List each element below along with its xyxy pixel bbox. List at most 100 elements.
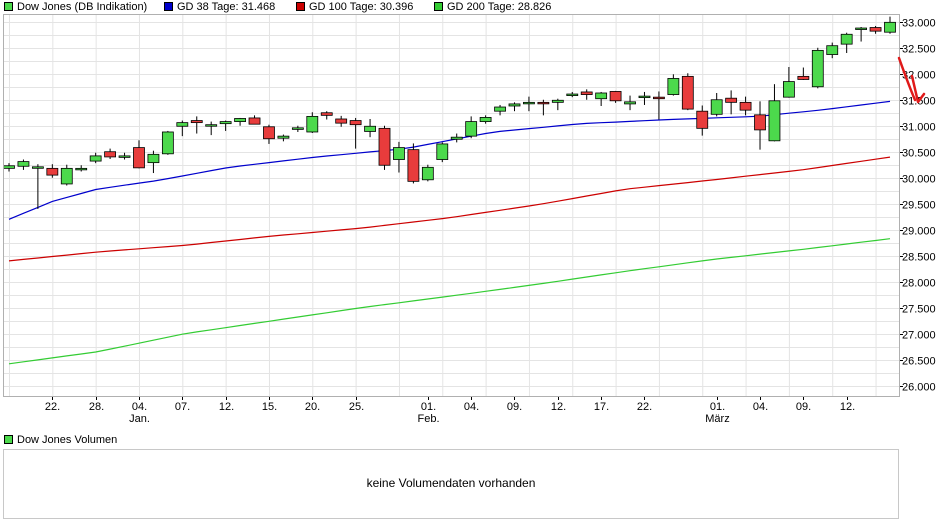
candle-body [176,122,189,127]
candle-body [537,101,550,105]
legend-item-gd200[interactable]: GD 200 Tage: 28.826 [434,1,551,13]
candle-body [739,101,752,111]
candle [725,90,738,115]
candle-body [147,153,160,164]
candle-body [840,33,853,45]
legend-item-gd100[interactable]: GD 100 Tage: 30.396 [296,1,413,13]
legend-swatch-gd100 [296,2,305,11]
candle-body [60,167,73,185]
candle-body [436,143,449,160]
candle-body [234,118,246,122]
y-tick-label: 29.500 [902,200,936,212]
legend-label-gd38: GD 38 Tage: 31.468 [177,1,276,13]
x-tick-label: 28. [89,401,104,413]
candle [479,115,492,124]
plot-frame [3,14,900,397]
candle-body [364,125,376,132]
x-tick-label: 12. [551,401,566,413]
candle-body [31,166,44,169]
candle [696,105,709,136]
candle-body [89,155,102,162]
candle-body [811,49,824,88]
series-line-gd-200-tage [8,238,891,365]
y-tick-label: 28.000 [902,278,936,290]
candle [378,125,391,170]
x-tick-label: 15. [262,401,277,413]
series-line-gd-100-tage [8,156,891,262]
y-tick-label: 27.500 [902,304,936,316]
legend-label-gd100: GD 100 Tage: 30.396 [309,1,414,13]
annotation-arrow-icon [897,56,917,102]
candle [869,25,882,34]
candle-body [667,78,680,95]
volume-legend: Dow Jones Volumen [4,434,117,446]
candle-body [3,165,15,169]
candle-body [479,117,492,122]
candle [797,67,810,81]
candle-body [566,93,579,96]
candle [436,142,449,163]
candle-body [378,127,391,166]
candle [277,134,290,142]
candle-body [653,96,665,100]
volume-empty-message: keine Volumendaten vorhanden [366,476,536,490]
volume-legend-label: Dow Jones Volumen [17,434,118,446]
grid [3,14,899,396]
candle-body [465,121,478,137]
candle [349,117,362,149]
candle [783,67,795,98]
x-tick-month-label: Jan. [129,413,150,425]
price-chart[interactable]: 26.000 26.500 27.000 27.500 28.000 28.500 29.0… [0,14,940,434]
candle [46,164,59,178]
candle [118,152,131,160]
candle [60,164,73,186]
candle [523,96,535,112]
x-tick-label: 09. [796,401,811,413]
candle-body [494,106,506,112]
x-tick-label: 09. [507,401,522,413]
legend-item-gd38[interactable]: GD 38 Tage: 31.468 [164,1,275,13]
legend-label-gd200: GD 200 Tage: 28.826 [447,1,552,13]
candle-body [696,110,709,129]
x-tick-label: 04. [753,401,768,413]
candle [840,32,853,53]
x-tick-label: 04. [464,401,479,413]
y-tick-label: 27.000 [902,330,936,342]
legend-item-price[interactable]: Dow Jones (DB Indikation) [4,1,147,13]
candle [595,91,608,106]
x-tick-label: 17. [594,401,609,413]
annotation-arrow-head-icon [910,74,926,104]
candle [161,130,174,155]
candle-body [75,167,88,171]
candle [393,141,405,173]
candle [364,118,376,138]
candle [176,120,189,137]
candle-body [580,91,593,95]
candle-body [638,95,651,99]
x-tick-label: 22. [637,401,652,413]
candle-body [826,45,839,55]
candle [75,165,88,172]
candle-body [349,120,362,126]
x-tick-label: 01. [421,401,436,413]
candle-body [595,92,608,100]
candle [335,115,348,127]
candle-body [450,136,463,140]
candle-body [104,151,116,158]
candle [653,91,665,120]
candle-body [624,101,636,105]
y-tick-label: 26.000 [902,382,936,394]
y-tick-label: 33.000 [902,18,936,30]
x-tick-label: 20. [305,401,320,413]
candle [320,111,333,120]
x-tick-month-label: März [705,413,729,425]
candle [407,143,420,184]
candle-body [248,117,261,125]
candle [147,150,160,174]
candle-body [46,167,59,176]
candle-body [291,127,304,130]
x-tick-label: 25. [349,401,364,413]
x-tick-label: 04. [132,401,147,413]
legend-swatch-gd38 [164,2,173,11]
candle [205,121,218,136]
